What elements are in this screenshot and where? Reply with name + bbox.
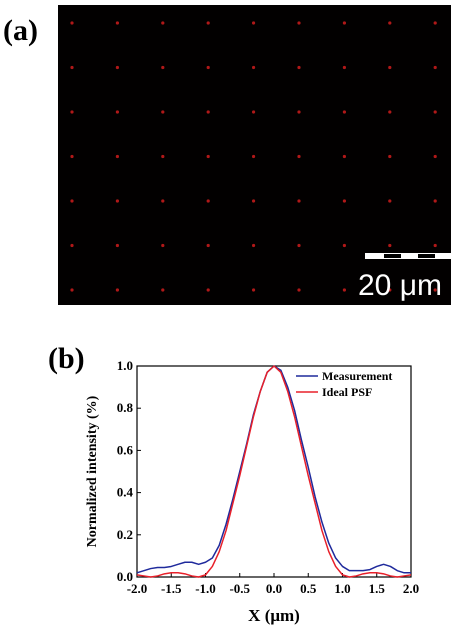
spot: [388, 66, 391, 69]
y-tick-label: 0.6: [117, 442, 134, 457]
spot: [116, 66, 119, 69]
scale-bar: [365, 253, 451, 259]
spot: [70, 66, 73, 69]
spot: [434, 21, 437, 24]
spot: [70, 244, 73, 247]
spot: [70, 110, 73, 113]
y-tick-label: 0.4: [117, 485, 134, 500]
spot: [70, 21, 73, 24]
spot: [161, 110, 164, 113]
spot: [434, 155, 437, 158]
spot: [207, 110, 210, 113]
spot: [297, 21, 300, 24]
spot: [297, 199, 300, 202]
figure: (a) 20 μm (b) 0.0 0.2 0.4 0.6 0.8 1.0 -2.0 -1.5…: [0, 0, 451, 629]
spot: [207, 244, 210, 247]
spot: [388, 199, 391, 202]
spot: [161, 66, 164, 69]
spot: [116, 155, 119, 158]
spot: [161, 288, 164, 291]
spot: [434, 199, 437, 202]
spot: [434, 244, 437, 247]
y-axis-label: Normalized intensity (%): [85, 395, 100, 547]
spot: [434, 66, 437, 69]
spot: [207, 288, 210, 291]
spot: [343, 66, 346, 69]
spot: [161, 155, 164, 158]
spot: [252, 244, 255, 247]
spot: [388, 244, 391, 247]
y-tick-label: 0.8: [117, 400, 134, 415]
spot: [297, 110, 300, 113]
x-tick-label: -2.0: [127, 581, 148, 596]
x-tick-label: -1.5: [161, 581, 182, 596]
spot: [343, 244, 346, 247]
spot: [388, 155, 391, 158]
spot: [116, 288, 119, 291]
spot: [70, 199, 73, 202]
spot: [297, 155, 300, 158]
spot: [70, 288, 73, 291]
scale-bar-segment: [418, 254, 435, 258]
spot: [252, 288, 255, 291]
spot: [116, 244, 119, 247]
spot: [252, 155, 255, 158]
spot: [388, 21, 391, 24]
spot: [116, 199, 119, 202]
micrograph: 20 μm: [58, 5, 451, 305]
panel-label: (a): [3, 14, 38, 47]
spot: [70, 155, 73, 158]
spot: [207, 66, 210, 69]
spot: [252, 66, 255, 69]
spot: [343, 199, 346, 202]
spot: [207, 199, 210, 202]
x-tick-label: 0.0: [266, 581, 282, 596]
x-tick-label: 2.0: [403, 581, 419, 596]
x-tick-label: 1.0: [334, 581, 350, 596]
spot: [116, 110, 119, 113]
spot: [343, 155, 346, 158]
spot: [252, 110, 255, 113]
panel-label: (b): [48, 342, 85, 375]
x-tick-label: -1.0: [195, 581, 216, 596]
legend-label: Ideal PSF: [322, 385, 372, 399]
spot: [388, 110, 391, 113]
spot: [116, 21, 119, 24]
x-tick-label: -0.5: [229, 581, 250, 596]
spot: [434, 110, 437, 113]
spot: [343, 288, 346, 291]
spot: [161, 244, 164, 247]
scale-bar-label: 20 μm: [358, 269, 442, 302]
y-tick-label: 1.0: [117, 358, 133, 373]
x-axis-label: X (μm): [248, 606, 300, 625]
spot: [161, 199, 164, 202]
spot: [252, 21, 255, 24]
x-tick-label: 0.5: [300, 581, 317, 596]
spot: [161, 21, 164, 24]
spot: [207, 21, 210, 24]
spot: [297, 244, 300, 247]
legend-label: Measurement: [322, 369, 392, 383]
spot: [297, 66, 300, 69]
spot: [252, 199, 255, 202]
x-tick-label: 1.5: [369, 581, 386, 596]
spot: [297, 288, 300, 291]
y-tick-label: 0.2: [117, 527, 133, 542]
spot: [343, 110, 346, 113]
spot: [207, 155, 210, 158]
spot: [343, 21, 346, 24]
page: {"panel_a": {"label": "(a)", "scale_bar_…: [0, 0, 451, 629]
scale-bar-segment: [384, 254, 401, 258]
